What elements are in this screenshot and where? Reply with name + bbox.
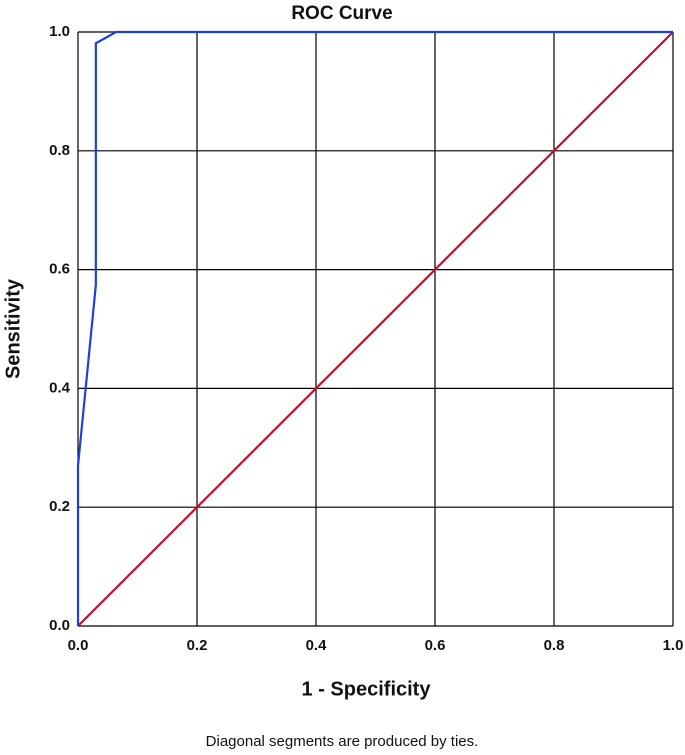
chart-title: ROC Curve bbox=[291, 3, 392, 24]
y-axis-label: Sensitivity bbox=[2, 278, 24, 379]
x-tick-label: 0.8 bbox=[544, 637, 565, 654]
x-tick-label: 0.6 bbox=[425, 637, 446, 654]
footnote: Diagonal segments are produced by ties. bbox=[206, 733, 479, 750]
x-axis-label: 1 - Specificity bbox=[302, 678, 432, 700]
x-tick-label: 0.0 bbox=[68, 637, 89, 654]
y-tick-label: 0.4 bbox=[49, 379, 71, 396]
roc-line bbox=[76, 30, 673, 626]
y-tick-label: 1.0 bbox=[49, 23, 70, 40]
y-tick-label: 0.0 bbox=[49, 617, 70, 634]
y-tick-label: 0.6 bbox=[49, 261, 70, 278]
x-tick-label: 0.4 bbox=[306, 637, 328, 654]
y-tick-label: 0.8 bbox=[49, 142, 70, 159]
x-tick-label: 0.2 bbox=[187, 637, 208, 654]
y-tick-label: 0.2 bbox=[49, 498, 70, 515]
roc-line bbox=[77, 31, 674, 627]
x-tick-label: 1.0 bbox=[663, 637, 684, 654]
